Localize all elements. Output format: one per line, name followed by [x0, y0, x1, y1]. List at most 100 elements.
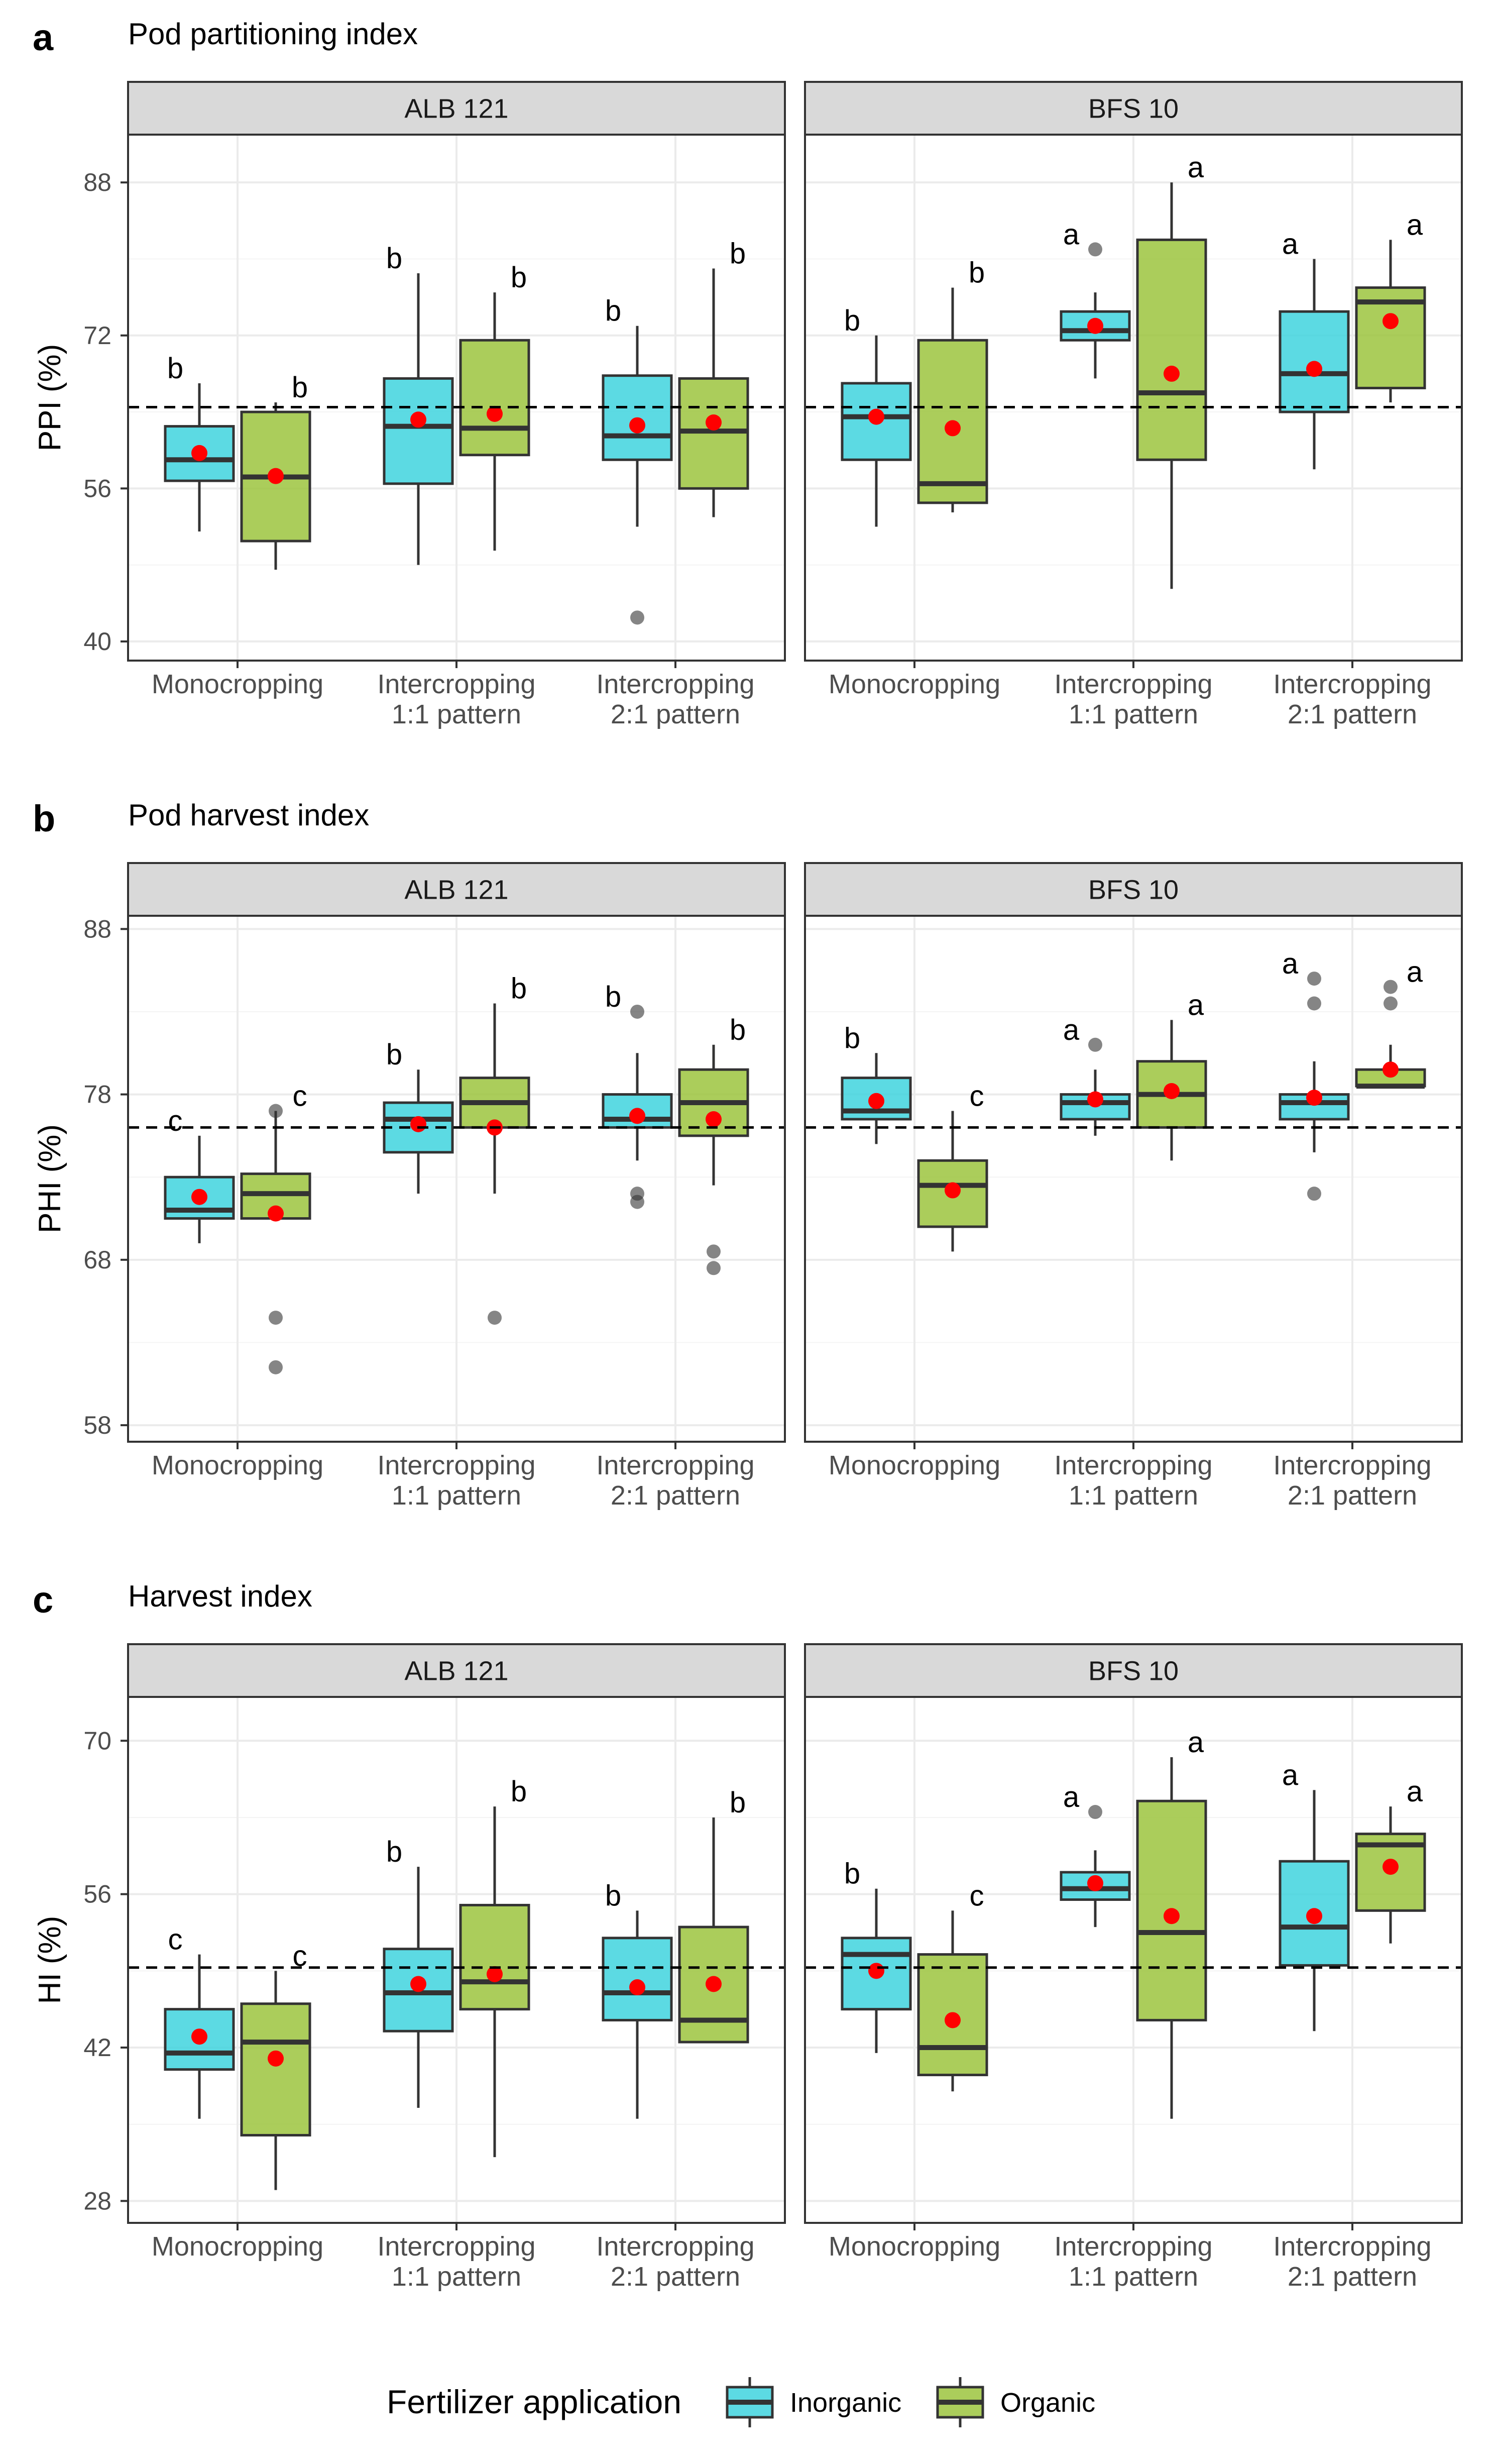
mean-point — [868, 1093, 884, 1109]
y-tick-label: 88 — [83, 915, 111, 943]
panel-b: b Pod harvest index PHI (%) 58 68 78 88 ALB 121… — [33, 798, 1463, 1511]
box — [240, 2002, 311, 2136]
y-tick-label: 56 — [83, 1880, 111, 1908]
mean-point — [629, 1979, 645, 1996]
mean-point — [1306, 1908, 1322, 1924]
mean-point — [1087, 1091, 1103, 1108]
outlier-point — [707, 1261, 721, 1275]
panel-c: c Harvest index HI (%) 28 42 56 70 ALB 121 c c b b b… — [33, 1579, 1463, 2292]
x-tick-label: Monocropping — [152, 1450, 323, 1480]
x-tick-label: Intercropping — [1273, 2231, 1431, 2262]
x-tick-label: 2:1 pattern — [1288, 699, 1417, 729]
mean-point — [1306, 1090, 1322, 1106]
mean-point — [1383, 313, 1399, 330]
box-group-inorganic: b — [602, 295, 673, 625]
significance-letter: b — [605, 1879, 621, 1912]
y-tick-label: 70 — [83, 1727, 111, 1755]
outlier-point — [1307, 972, 1321, 986]
box-group-organic: a — [1355, 208, 1426, 403]
facet-strip — [804, 862, 1463, 917]
box-group-inorganic: a — [1279, 228, 1350, 470]
box — [1136, 238, 1207, 461]
box-group-inorganic: b — [164, 352, 235, 532]
box-group-organic: c — [240, 1080, 311, 1374]
significance-letter: b — [730, 1786, 746, 1819]
box-group-organic: b — [459, 1775, 530, 2158]
y-tick-label: 56 — [83, 474, 111, 502]
mean-point — [1383, 1061, 1399, 1078]
y-tick-label: 28 — [83, 2187, 111, 2215]
outlier-point — [1088, 242, 1102, 257]
mean-point — [191, 1189, 207, 1205]
x-tick-label: Intercropping — [596, 669, 754, 699]
x-tick-label: Intercropping — [596, 2231, 754, 2262]
box-group-inorganic: a — [1279, 1759, 1350, 2031]
mean-point — [706, 1111, 722, 1127]
x-tick-label: 2:1 pattern — [611, 1480, 740, 1511]
facet-strip-label: BFS 10 — [1088, 875, 1179, 905]
mean-point — [868, 408, 884, 425]
legend-item-organic: Organic — [936, 2377, 1095, 2427]
y-axis-title: PHI (%) — [33, 1124, 67, 1233]
x-tick-label: Intercropping — [1273, 1450, 1431, 1480]
x-tick-label: Monocropping — [829, 669, 1000, 699]
outlier-point — [269, 1311, 283, 1325]
box — [459, 339, 530, 457]
x-tick-label: Monocropping — [829, 1450, 1000, 1480]
mean-point — [945, 2012, 961, 2028]
mean-point — [629, 417, 645, 434]
box-group-inorganic: b — [602, 1879, 673, 2119]
mean-point — [410, 411, 426, 428]
mean-point — [945, 420, 961, 437]
x-tick-label: Monocropping — [829, 2231, 1000, 2262]
significance-letter: a — [1063, 218, 1080, 251]
x-tick-label: Monocropping — [152, 2231, 323, 2262]
box-group-inorganic: b — [841, 1858, 912, 2053]
panels: a Pod partitioning index PPI (%) 40 56 72 88 AL… — [33, 17, 1463, 2292]
significance-letter: b — [844, 1858, 860, 1890]
significance-letter: b — [511, 1775, 527, 1808]
facet-strip-label: ALB 121 — [404, 1656, 508, 1686]
box-group-organic: b — [678, 238, 749, 517]
panel-title: Pod harvest index — [128, 798, 369, 832]
outlier-point — [1088, 1037, 1102, 1052]
y-tick-label: 88 — [83, 168, 111, 196]
box-group-organic: b — [240, 371, 311, 570]
significance-letter: a — [1188, 1726, 1204, 1759]
mean-point — [1087, 1875, 1103, 1891]
significance-letter: b — [386, 1836, 402, 1868]
y-tick-label: 58 — [83, 1411, 111, 1439]
x-tick-label: Intercropping — [596, 1450, 754, 1480]
outlier-point — [1088, 1805, 1102, 1819]
significance-letter: b — [511, 261, 527, 294]
significance-letter: a — [1188, 989, 1204, 1021]
significance-letter: c — [168, 1923, 183, 1956]
outlier-point — [488, 1311, 502, 1325]
significance-letter: b — [605, 295, 621, 328]
outlier-point — [269, 1104, 283, 1118]
x-tick-label: Intercropping — [377, 1450, 535, 1480]
outlier-point — [1307, 1187, 1321, 1201]
x-tick-label: Intercropping — [1054, 1450, 1212, 1480]
significance-letter: a — [1407, 1775, 1423, 1808]
box-group-organic: c — [917, 1879, 988, 2092]
significance-letter: b — [844, 304, 860, 337]
mean-point — [1164, 1083, 1180, 1099]
facet-strip — [804, 81, 1463, 136]
mean-point — [191, 445, 207, 461]
box-group-organic: b — [459, 261, 530, 551]
box-group-inorganic: a — [1060, 1014, 1131, 1136]
mean-point — [1087, 317, 1103, 334]
x-tick-label: 1:1 pattern — [1069, 699, 1198, 729]
significance-letter: b — [730, 238, 746, 270]
mean-point — [1306, 361, 1322, 377]
facet-strip-label: BFS 10 — [1088, 94, 1179, 124]
significance-letter: c — [970, 1080, 984, 1113]
legend-label: Organic — [1000, 2388, 1095, 2418]
box-group-inorganic: b — [841, 304, 912, 527]
panel-title: Pod partitioning index — [128, 17, 418, 51]
box-group-inorganic: c — [164, 1105, 235, 1243]
mean-point — [410, 1116, 426, 1132]
